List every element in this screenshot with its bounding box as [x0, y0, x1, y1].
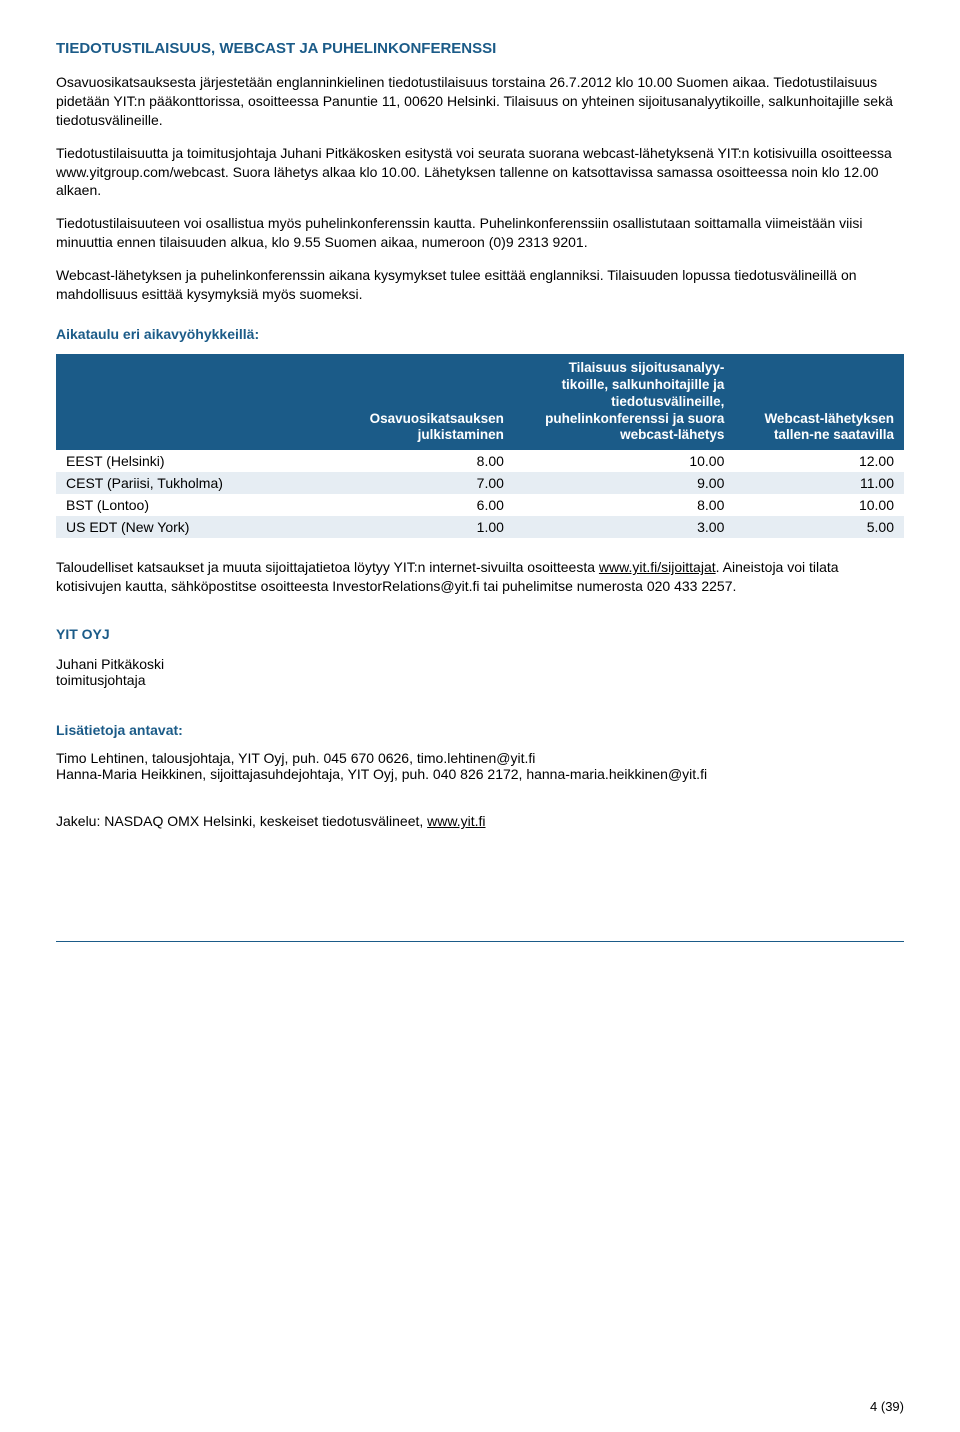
table-cell: 12.00: [734, 450, 904, 472]
th-2: Tilaisuus sijoitusanalyy-tikoille, salku…: [514, 354, 734, 450]
table-row: CEST (Pariisi, Tukholma)7.009.0011.00: [56, 472, 904, 494]
table-cell: BST (Lontoo): [56, 494, 336, 516]
footer-divider: [56, 941, 904, 942]
table-cell: 11.00: [734, 472, 904, 494]
table-row: BST (Lontoo)6.008.0010.00: [56, 494, 904, 516]
paragraph-4: Webcast-lähetyksen ja puhelinkonferenssi…: [56, 266, 904, 304]
contacts-title: Lisätietoja antavat:: [56, 722, 904, 738]
investor-link[interactable]: www.yit.fi/sijoittajat: [599, 559, 716, 575]
table-row: EEST (Helsinki)8.0010.0012.00: [56, 450, 904, 472]
paragraph-5: Taloudelliset katsaukset ja muuta sijoit…: [56, 558, 904, 596]
schedule-table: Osavuosikatsauksen julkistaminen Tilaisu…: [56, 354, 904, 538]
table-header-row: Osavuosikatsauksen julkistaminen Tilaisu…: [56, 354, 904, 450]
paragraph-1: Osavuosikatsauksesta järjestetään englan…: [56, 73, 904, 130]
table-cell: 10.00: [734, 494, 904, 516]
table-cell: 7.00: [336, 472, 514, 494]
contact-1: Timo Lehtinen, talousjohtaja, YIT Oyj, p…: [56, 750, 904, 766]
table-cell: 10.00: [514, 450, 734, 472]
paragraph-2: Tiedotustilaisuutta ja toimitusjohtaja J…: [56, 144, 904, 201]
table-row: US EDT (New York)1.003.005.00: [56, 516, 904, 538]
table-cell: CEST (Pariisi, Tukholma): [56, 472, 336, 494]
th-1: Osavuosikatsauksen julkistaminen: [336, 354, 514, 450]
contact-2: Hanna-Maria Heikkinen, sijoittajasuhdejo…: [56, 766, 904, 782]
table-cell: 9.00: [514, 472, 734, 494]
table-cell: US EDT (New York): [56, 516, 336, 538]
schedule-title: Aikataulu eri aikavyöhykkeillä:: [56, 326, 904, 342]
company-name: YIT OYJ: [56, 626, 904, 642]
table-cell: EEST (Helsinki): [56, 450, 336, 472]
th-0: [56, 354, 336, 450]
table-cell: 8.00: [336, 450, 514, 472]
table-cell: 8.00: [514, 494, 734, 516]
distribution: Jakelu: NASDAQ OMX Helsinki, keskeiset t…: [56, 812, 904, 831]
dist-pre: Jakelu: NASDAQ OMX Helsinki, keskeiset t…: [56, 813, 427, 829]
table-cell: 6.00: [336, 494, 514, 516]
table-cell: 5.00: [734, 516, 904, 538]
person-title: toimitusjohtaja: [56, 672, 904, 688]
person-name: Juhani Pitkäkoski: [56, 656, 904, 672]
table-cell: 1.00: [336, 516, 514, 538]
p5-pre: Taloudelliset katsaukset ja muuta sijoit…: [56, 559, 599, 575]
table-cell: 3.00: [514, 516, 734, 538]
dist-link[interactable]: www.yit.fi: [427, 813, 485, 829]
page-number: 4 (39): [870, 1399, 904, 1414]
main-title: TIEDOTUSTILAISUUS, WEBCAST JA PUHELINKON…: [56, 40, 904, 57]
th-3: Webcast-lähetyksen tallen-ne saatavilla: [734, 354, 904, 450]
paragraph-3: Tiedotustilaisuuteen voi osallistua myös…: [56, 214, 904, 252]
